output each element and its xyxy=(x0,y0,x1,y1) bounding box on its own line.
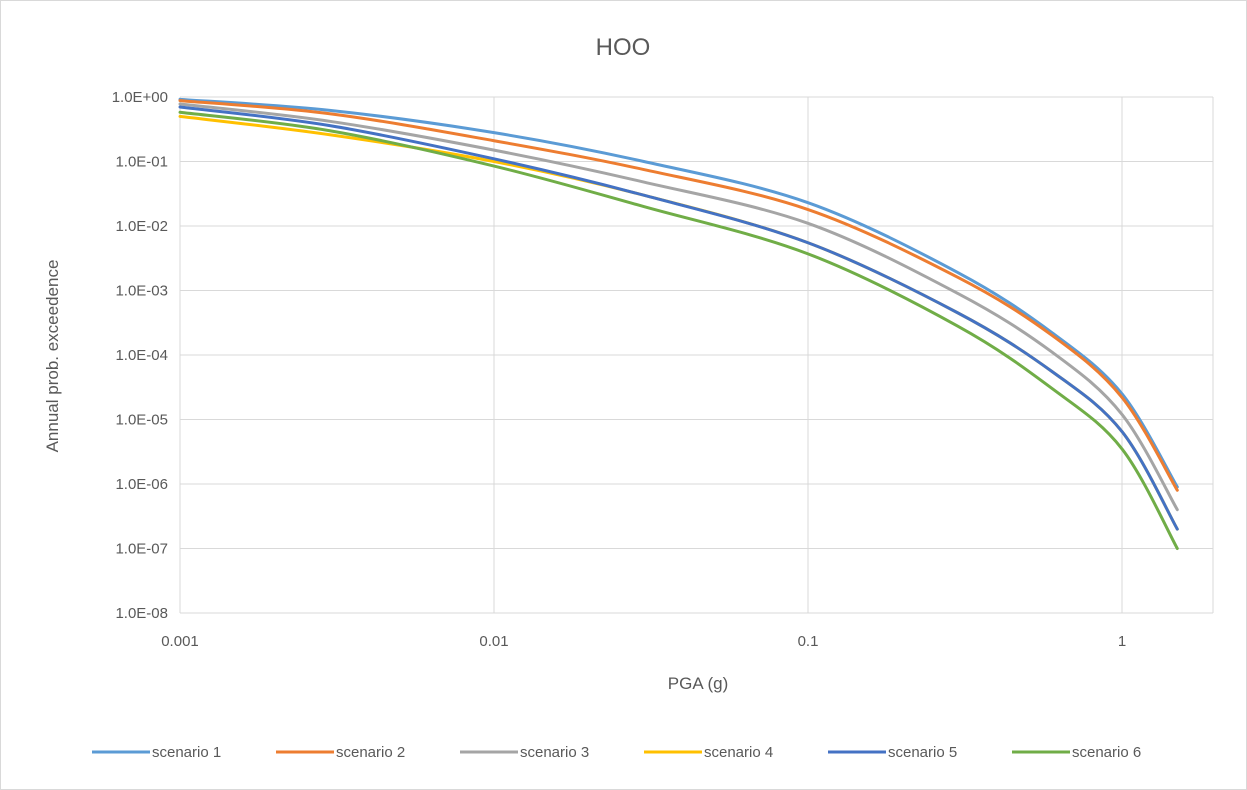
legend-label: scenario 3 xyxy=(520,744,589,761)
x-tick-label: 0.01 xyxy=(479,633,508,650)
y-tick-label: 1.0E-01 xyxy=(115,154,168,171)
y-axis-tick-labels: 1.0E+00 1.0E-01 1.0E-02 1.0E-03 1.0E-04 1.0E-… xyxy=(112,89,168,622)
series-line-2 xyxy=(178,99,1179,492)
legend-label: scenario 1 xyxy=(152,744,221,761)
y-axis-title: Annual prob. exceedence xyxy=(43,260,62,453)
legend-label: scenario 6 xyxy=(1072,744,1141,761)
series-line-3 xyxy=(178,102,1179,512)
x-tick-label: 0.001 xyxy=(161,633,199,650)
legend: scenario 1 scenario 2 scenario 3 scenario 4… xyxy=(92,744,1141,761)
y-tick-label: 1.0E-04 xyxy=(115,347,168,364)
legend-label: scenario 5 xyxy=(888,744,957,761)
series-line-1 xyxy=(178,97,1179,489)
legend-label: scenario 2 xyxy=(336,744,405,761)
y-tick-label: 1.0E-05 xyxy=(115,412,168,429)
y-tick-label: 1.0E-07 xyxy=(115,541,168,558)
x-axis-tick-labels: 0.001 0.01 0.1 1 xyxy=(161,633,1126,650)
y-tick-label: 1.0E+00 xyxy=(112,89,168,106)
series-lines xyxy=(178,97,1179,550)
y-tick-label: 1.0E-06 xyxy=(115,476,168,493)
legend-label: scenario 4 xyxy=(704,744,773,761)
y-tick-label: 1.0E-03 xyxy=(115,283,168,300)
x-tick-label: 1 xyxy=(1118,633,1126,650)
x-tick-label: 0.1 xyxy=(798,633,819,650)
chart-title: HOO xyxy=(596,34,651,61)
x-axis-title: PGA (g) xyxy=(668,674,728,693)
y-tick-label: 1.0E-02 xyxy=(115,218,168,235)
y-tick-label: 1.0E-08 xyxy=(115,605,168,622)
series-line-5 xyxy=(178,105,1179,531)
series-line-6 xyxy=(178,110,1179,550)
